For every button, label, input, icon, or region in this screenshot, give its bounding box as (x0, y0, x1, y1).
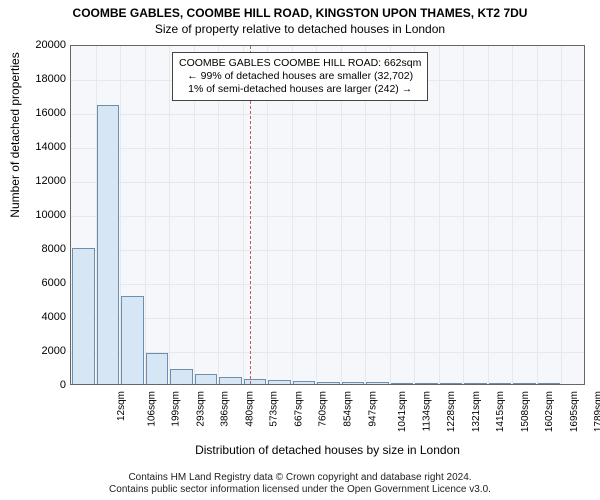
x-tick: 667sqm (294, 391, 305, 427)
x-tick: 1789sqm (593, 391, 600, 432)
x-tick: 1508sqm (520, 391, 531, 432)
gridline-h (71, 216, 584, 217)
x-tick: 573sqm (269, 391, 280, 427)
histogram-bar (489, 383, 512, 384)
y-tick: 4000 (0, 311, 66, 323)
x-tick: 1415sqm (495, 391, 506, 432)
x-tick: 386sqm (220, 391, 231, 427)
histogram-bar (415, 383, 438, 384)
gridline-h (71, 182, 584, 183)
footer-line-2: Contains public sector information licen… (0, 484, 600, 496)
gridline-h (71, 114, 584, 115)
gridline-v (439, 46, 440, 384)
histogram-bar (440, 383, 463, 384)
x-tick: 1134sqm (421, 391, 432, 431)
footer-line-1: Contains HM Land Registry data © Crown c… (0, 472, 600, 484)
histogram-bar (219, 377, 242, 384)
histogram-bar (513, 383, 536, 384)
x-tick: 760sqm (318, 391, 329, 427)
x-tick: 293sqm (195, 391, 206, 427)
histogram-bar (244, 379, 267, 384)
gridline-h (71, 250, 584, 251)
gridline-v (512, 46, 513, 384)
x-axis-label: Distribution of detached houses by size … (70, 443, 585, 457)
histogram-bar (366, 382, 389, 384)
annotation-box: COOMBE GABLES COOMBE HILL ROAD: 662sqm← … (172, 52, 428, 101)
histogram-bar (195, 374, 218, 384)
chart-plot-area: COOMBE GABLES COOMBE HILL ROAD: 662sqm← … (70, 45, 585, 385)
x-tick: 12sqm (116, 391, 127, 421)
histogram-bar (538, 383, 561, 384)
gridline-v (145, 46, 146, 384)
gridline-h (71, 284, 584, 285)
y-axis-label: Number of detached properties (8, 0, 22, 305)
annotation-line: ← 99% of detached houses are smaller (32… (179, 70, 421, 83)
annotation-line: COOMBE GABLES COOMBE HILL ROAD: 662sqm (179, 57, 421, 70)
footer-attribution: Contains HM Land Registry data © Crown c… (0, 472, 600, 496)
histogram-bar (170, 369, 193, 384)
x-tick: 947sqm (367, 391, 378, 427)
gridline-h (71, 318, 584, 319)
annotation-line: 1% of semi-detached houses are larger (2… (179, 83, 421, 96)
histogram-bar (391, 383, 414, 384)
histogram-bar (121, 296, 144, 384)
page-title: COOMBE GABLES, COOMBE HILL ROAD, KINGSTO… (0, 0, 600, 20)
x-tick: 1228sqm (446, 391, 457, 432)
gridline-v (561, 46, 562, 384)
y-tick: 2000 (0, 345, 66, 357)
histogram-bar (268, 380, 291, 384)
gridline-v (169, 46, 170, 384)
histogram-bar (293, 381, 316, 384)
histogram-bar (97, 105, 120, 384)
histogram-bar (317, 382, 340, 384)
x-tick: 854sqm (343, 391, 354, 427)
gridline-v (488, 46, 489, 384)
y-tick: 0 (0, 379, 66, 391)
gridline-h (71, 148, 584, 149)
histogram-bar (146, 353, 169, 384)
x-tick: 199sqm (171, 391, 182, 427)
histogram-bar (464, 383, 487, 384)
gridline-v (463, 46, 464, 384)
x-tick: 1041sqm (397, 391, 408, 432)
histogram-bar (72, 248, 95, 384)
x-tick: 1321sqm (471, 391, 482, 432)
x-tick: 1695sqm (569, 391, 580, 432)
page-subtitle: Size of property relative to detached ho… (0, 20, 600, 36)
x-tick: 480sqm (244, 391, 255, 427)
gridline-v (537, 46, 538, 384)
x-tick: 1602sqm (544, 391, 555, 432)
x-tick: 106sqm (146, 391, 157, 427)
histogram-bar (342, 382, 365, 384)
